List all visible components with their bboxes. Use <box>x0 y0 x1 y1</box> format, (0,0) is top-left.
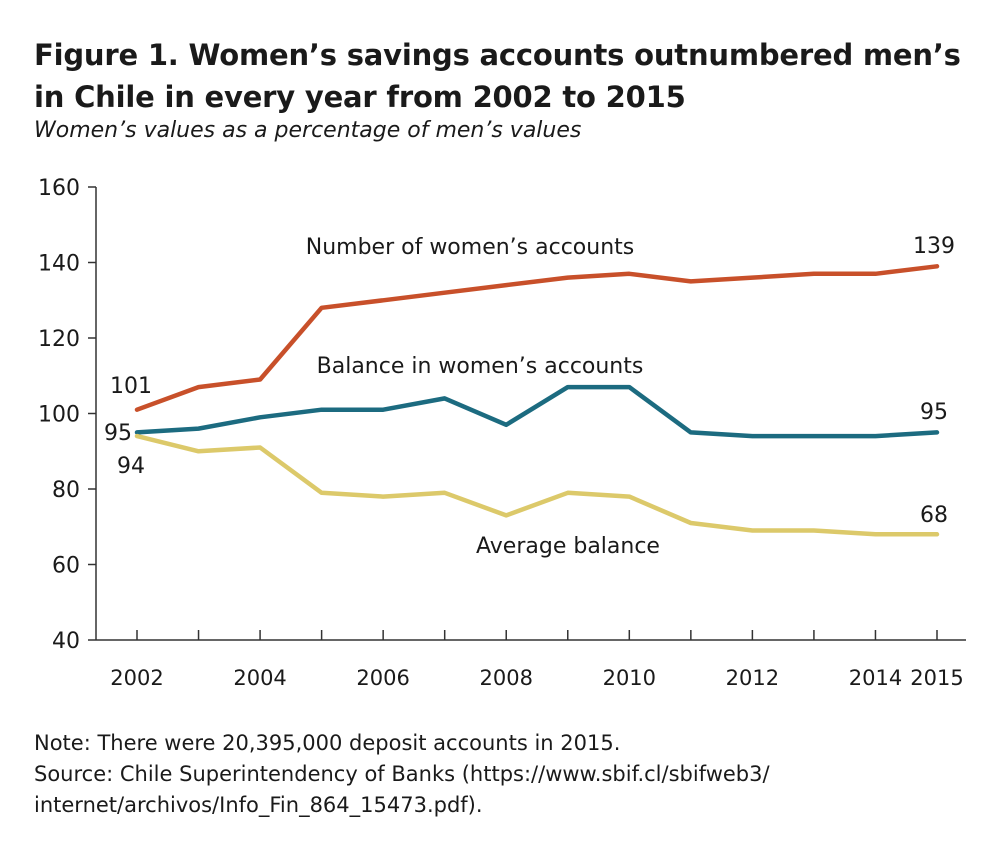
chart-labels: Number of women’s accounts Balance in wom… <box>104 234 955 559</box>
series-label-number-of-womens-accounts: Number of women’s accounts <box>306 235 635 260</box>
line-chart: 40 60 80 100 120 140 160 2002 2004 2006 2008 2010 20… <box>38 176 966 690</box>
x-tick-label: 2002 <box>110 666 163 690</box>
y-tick-label: 60 <box>52 554 80 579</box>
chart-axes: 40 60 80 100 120 140 160 2002 2004 2006 2008 2010 20… <box>38 176 966 690</box>
series-label-average-balance: Average balance <box>476 534 660 559</box>
series-line-balance-in-womens-accounts <box>134 384 940 439</box>
note-text: Note: There were 20,395,000 deposit acco… <box>34 731 621 755</box>
y-tick-label: 100 <box>38 403 80 428</box>
source-text-line1: Source: Chile Superintendency of Banks (… <box>34 762 770 786</box>
end-value-label-average-balance: 68 <box>920 503 948 528</box>
y-tick-label: 140 <box>38 252 80 277</box>
series-line-number-of-womens-accounts <box>134 264 940 412</box>
series-label-balance-in-womens-accounts: Balance in women’s accounts <box>317 354 644 379</box>
x-tick-label: 2008 <box>480 666 533 690</box>
chart-subtitle: Women’s values as a percentage of men’s … <box>34 118 582 143</box>
x-tick-label: 2012 <box>726 666 779 690</box>
start-value-label-average-balance: 94 <box>117 454 145 479</box>
chart-notes: Note: There were 20,395,000 deposit acco… <box>34 728 770 821</box>
chart-lines <box>134 264 940 537</box>
y-tick-label: 80 <box>52 478 80 503</box>
start-value-label-number-of-womens-accounts: 101 <box>110 374 152 399</box>
end-value-label-balance-in-womens-accounts: 95 <box>920 400 948 425</box>
x-tick-label: 2015 <box>910 666 963 690</box>
end-value-label-number-of-womens-accounts: 139 <box>913 234 955 259</box>
y-tick-label: 40 <box>52 629 80 654</box>
start-value-label-balance-in-womens-accounts: 95 <box>104 421 132 446</box>
chart-title: Figure 1. Women’s savings accounts outnu… <box>34 38 961 114</box>
x-tick-label: 2006 <box>356 666 409 690</box>
y-tick-label: 120 <box>38 327 80 352</box>
x-tick-label: 2014 <box>849 666 902 690</box>
x-tick-label: 2010 <box>603 666 656 690</box>
series-line-average-balance <box>134 433 940 537</box>
x-tick-label: 2004 <box>233 666 286 690</box>
source-text-line2: internet/archivos/Info_Fin_864_15473.pdf… <box>34 793 483 817</box>
y-tick-label: 160 <box>38 176 80 201</box>
